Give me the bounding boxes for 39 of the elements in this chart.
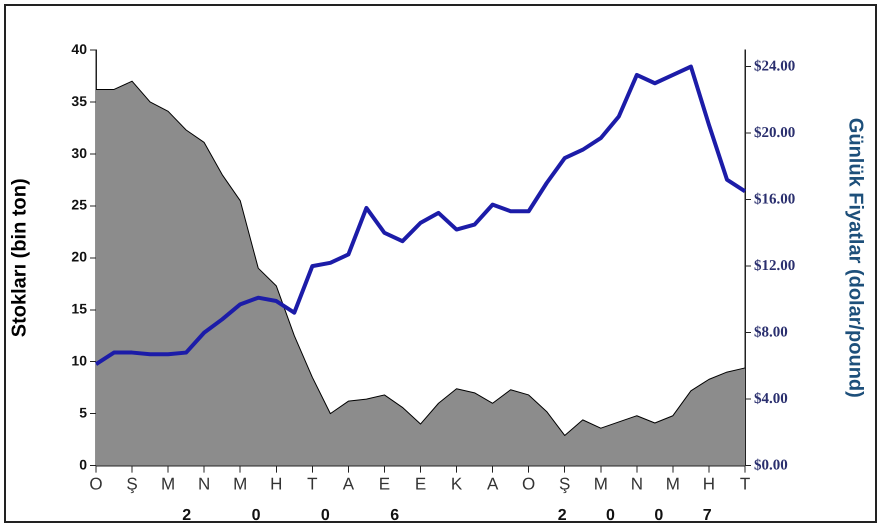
x-tick-label: Ş: [559, 474, 570, 494]
y-tick-label: 35: [71, 92, 88, 109]
y-tick-label: 10: [71, 352, 88, 369]
x-tick-label: K: [450, 474, 463, 494]
x-tick-label: A: [342, 474, 355, 494]
y-tick-label: 5: [79, 404, 88, 421]
y-tick-label: 30: [71, 144, 88, 161]
y-tick-label: 15: [71, 300, 88, 317]
x-tick-label: H: [702, 474, 716, 494]
y2-axis-title: Günlük Fiyatlar (dolar/pound): [844, 118, 866, 398]
x-tick-label: H: [270, 474, 282, 494]
y-tick-label: 0: [79, 456, 88, 472]
y-tick-label: 25: [71, 196, 88, 213]
x-tick-label: N: [198, 474, 210, 494]
x-tick-label: O: [522, 474, 536, 494]
y2-tick-label: $0.00: [754, 457, 788, 474]
y2-tick-label: $8.00: [754, 324, 788, 340]
y2-tick-label: $4.00: [754, 390, 788, 407]
x-tick-label: N: [630, 474, 643, 494]
x-tick-label: O: [89, 474, 103, 494]
x-tick-label: Ş: [126, 474, 138, 494]
y-tick-label: 20: [71, 248, 88, 265]
x-tick-label: E: [378, 474, 390, 494]
x-tick-label: M: [666, 474, 680, 494]
text: 2 0 0 7: [558, 507, 730, 524]
y2-tick-label: $24.00: [754, 58, 796, 74]
y2-tick-label: $16.00: [754, 191, 796, 208]
x-tick-label: M: [594, 474, 608, 494]
y-tick-label: 40: [71, 40, 88, 57]
text: 2 0 0 6: [182, 507, 428, 524]
y2-tick-label: $12.00: [754, 258, 796, 274]
x-tick-label: M: [161, 474, 176, 494]
y2-tick-label: $20.00: [754, 124, 796, 141]
x-tick-label: A: [486, 474, 499, 494]
x-tick-label: M: [233, 474, 248, 494]
y-axis-title: Stokları (bin ton): [8, 178, 31, 338]
x-tick-label: T: [740, 474, 750, 494]
x-tick-label: E: [414, 474, 426, 494]
x-tick-label: T: [307, 474, 318, 494]
